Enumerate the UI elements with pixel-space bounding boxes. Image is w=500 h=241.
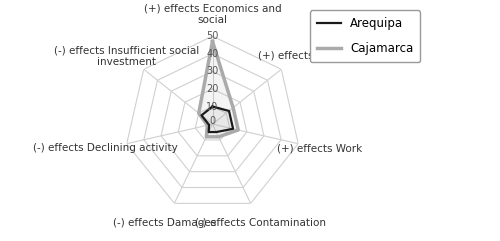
Text: 40: 40: [206, 49, 218, 59]
Text: 50: 50: [206, 31, 218, 41]
Text: 20: 20: [206, 84, 218, 94]
Text: 30: 30: [206, 66, 218, 76]
Legend: Arequipa, Cajamarca: Arequipa, Cajamarca: [310, 10, 420, 62]
Polygon shape: [202, 107, 233, 132]
Text: 0: 0: [210, 116, 216, 127]
Polygon shape: [198, 41, 238, 137]
Text: 10: 10: [206, 101, 218, 112]
